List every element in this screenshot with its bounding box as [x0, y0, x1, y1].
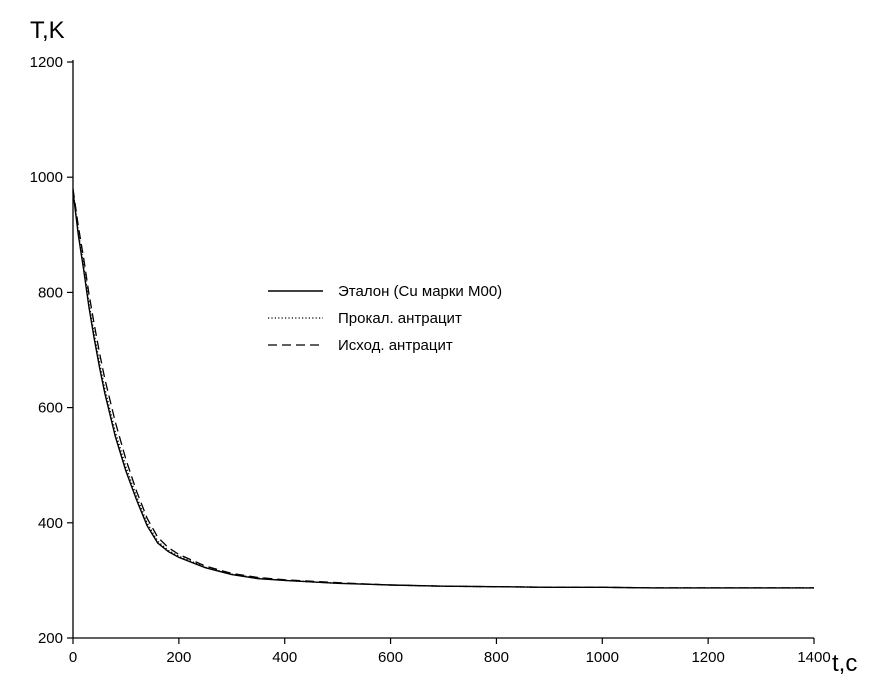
series-line-3	[72, 188, 814, 589]
legend-label-1: Эталон (Cu марки М00)	[338, 283, 502, 300]
x-tick-label: 1200	[691, 649, 724, 666]
y-tick-label: 800	[38, 284, 63, 301]
legend-label-3: Исход. антрацит	[338, 337, 453, 354]
y-tick-label: 1000	[30, 169, 63, 186]
series-lines	[72, 188, 814, 589]
x-tick-label: 0	[69, 649, 77, 666]
x-tick-label: 800	[484, 649, 509, 666]
legend-label-2: Прокал. антрацит	[338, 310, 462, 327]
legend: Эталон (Cu марки М00) Прокал. антрацит Исх…	[268, 283, 502, 354]
series-line-2	[72, 189, 814, 589]
x-tick-label: 1400	[797, 649, 830, 666]
x-tick-label: 600	[378, 649, 403, 666]
y-tick-label: 200	[38, 630, 63, 647]
axes: 200 400 600 800 1000 1200 0 200 400 600 800 1000 120…	[30, 54, 831, 666]
x-tick-label: 1000	[586, 649, 619, 666]
x-tick-label: 400	[272, 649, 297, 666]
x-tick-label: 200	[166, 649, 191, 666]
y-tick-label: 400	[38, 515, 63, 532]
x-axis-title: t,c	[832, 650, 857, 677]
series-line-1	[72, 191, 814, 589]
y-axis-title: T,K	[30, 17, 65, 44]
y-tick-label: 600	[38, 400, 63, 417]
y-tick-label: 1200	[30, 54, 63, 71]
